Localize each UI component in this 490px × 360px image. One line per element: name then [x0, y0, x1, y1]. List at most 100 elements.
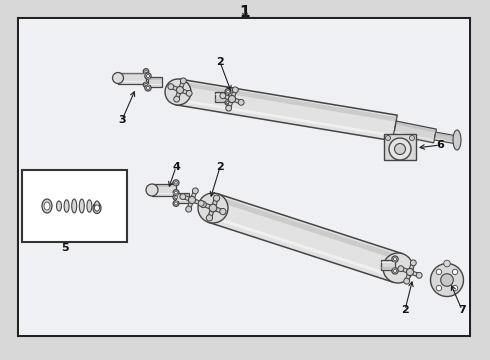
Ellipse shape [145, 85, 151, 91]
Text: 7: 7 [458, 305, 466, 315]
Ellipse shape [174, 191, 177, 194]
Ellipse shape [174, 96, 180, 102]
Polygon shape [176, 79, 397, 141]
Polygon shape [215, 99, 228, 101]
Ellipse shape [220, 208, 226, 215]
Ellipse shape [444, 260, 450, 267]
Ellipse shape [93, 202, 101, 213]
Ellipse shape [44, 202, 50, 210]
Ellipse shape [452, 285, 458, 291]
Ellipse shape [226, 90, 229, 93]
Ellipse shape [145, 70, 147, 73]
Ellipse shape [238, 99, 244, 105]
Polygon shape [215, 93, 228, 102]
Ellipse shape [56, 201, 62, 211]
Ellipse shape [193, 188, 198, 194]
Polygon shape [118, 81, 146, 82]
Ellipse shape [146, 184, 158, 196]
Ellipse shape [386, 135, 391, 140]
Ellipse shape [453, 130, 461, 150]
Polygon shape [210, 215, 396, 278]
Polygon shape [435, 132, 458, 138]
Polygon shape [176, 200, 189, 201]
Ellipse shape [186, 206, 192, 212]
Polygon shape [179, 81, 397, 122]
Ellipse shape [406, 269, 414, 275]
Ellipse shape [174, 196, 177, 198]
Ellipse shape [198, 201, 204, 206]
Ellipse shape [209, 204, 217, 212]
Ellipse shape [168, 84, 174, 90]
Ellipse shape [398, 266, 404, 271]
Ellipse shape [174, 181, 177, 184]
Ellipse shape [42, 199, 52, 213]
Ellipse shape [431, 264, 464, 297]
Ellipse shape [225, 99, 231, 105]
Ellipse shape [95, 205, 99, 211]
Ellipse shape [143, 69, 149, 74]
Ellipse shape [441, 274, 453, 286]
Ellipse shape [436, 269, 441, 275]
Ellipse shape [226, 105, 232, 111]
Ellipse shape [410, 135, 415, 140]
Bar [18, 18, 470, 336]
Polygon shape [118, 73, 146, 75]
Ellipse shape [95, 201, 99, 211]
Polygon shape [381, 267, 395, 269]
Ellipse shape [189, 197, 196, 203]
Text: 4: 4 [172, 162, 180, 172]
Ellipse shape [87, 200, 92, 212]
Ellipse shape [113, 72, 123, 84]
Ellipse shape [228, 95, 236, 103]
Text: 5: 5 [61, 243, 69, 253]
Polygon shape [148, 78, 162, 80]
Ellipse shape [143, 82, 149, 87]
Ellipse shape [232, 87, 238, 93]
Ellipse shape [206, 215, 213, 221]
Ellipse shape [225, 89, 231, 94]
Ellipse shape [226, 101, 229, 104]
Ellipse shape [147, 75, 149, 78]
Ellipse shape [64, 200, 69, 212]
Polygon shape [435, 138, 457, 143]
Text: 2: 2 [401, 305, 409, 315]
Ellipse shape [173, 201, 179, 206]
Text: 1: 1 [240, 5, 250, 19]
Ellipse shape [392, 256, 398, 262]
Text: 2: 2 [216, 57, 224, 67]
Ellipse shape [180, 194, 186, 199]
Ellipse shape [173, 180, 179, 186]
Ellipse shape [174, 202, 177, 205]
Ellipse shape [79, 199, 84, 213]
Ellipse shape [145, 84, 147, 86]
Polygon shape [215, 94, 228, 95]
Polygon shape [208, 194, 403, 282]
Ellipse shape [145, 73, 151, 79]
Ellipse shape [411, 260, 416, 266]
Ellipse shape [72, 199, 77, 213]
Ellipse shape [394, 144, 406, 154]
Ellipse shape [404, 278, 410, 284]
Polygon shape [176, 193, 189, 203]
Polygon shape [118, 72, 146, 84]
Ellipse shape [147, 86, 149, 89]
Ellipse shape [393, 269, 396, 273]
Bar [19, 19, 469, 335]
Ellipse shape [393, 257, 396, 261]
Text: 2: 2 [216, 162, 224, 172]
Ellipse shape [220, 93, 226, 99]
Bar [22, 170, 127, 242]
Polygon shape [215, 196, 402, 261]
Polygon shape [176, 194, 189, 196]
Bar [384, 134, 416, 160]
Polygon shape [152, 193, 176, 194]
Ellipse shape [186, 90, 192, 96]
Ellipse shape [389, 138, 411, 160]
Ellipse shape [173, 190, 179, 195]
Polygon shape [152, 184, 176, 196]
Polygon shape [394, 131, 434, 141]
Polygon shape [176, 98, 394, 137]
Ellipse shape [180, 78, 186, 84]
Ellipse shape [200, 201, 206, 208]
Ellipse shape [436, 285, 441, 291]
